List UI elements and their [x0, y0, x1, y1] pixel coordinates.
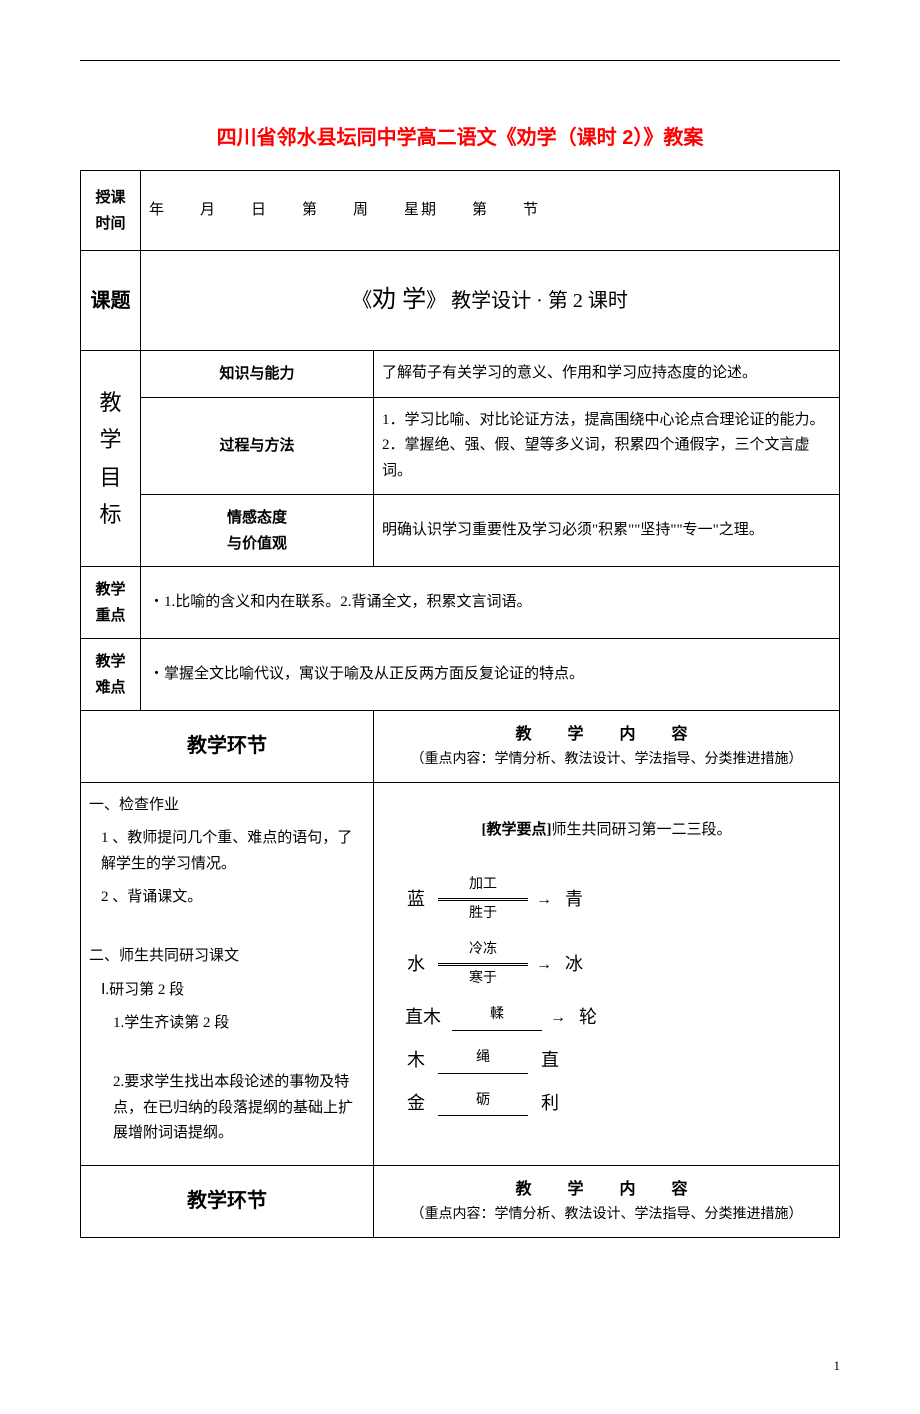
sec1-1: 1 、教师提问几个重、难点的语句，了解学生的学习情况。	[89, 826, 365, 877]
diag-l: 金	[402, 1088, 430, 1119]
env-right-header-1: 教 学 内 容 （重点内容：学情分析、教法设计、学法指导、分类推进措施）	[374, 711, 840, 783]
top-rule	[80, 60, 840, 61]
doc-title: 四川省邻水县坛同中学高二语文《劝学（课时 2）》教案	[80, 121, 840, 150]
env-content-title-2: 教 学 内 容	[382, 1176, 831, 1203]
diag-r: 冰	[560, 949, 588, 980]
keypoint-label-text: 教学 重点	[95, 581, 125, 624]
diag-bot: 寒于	[438, 967, 528, 991]
diag-r: 青	[560, 884, 588, 915]
topic-suffix: 》 教学设计 · 第 2 课时	[426, 290, 628, 312]
objectives-vertical-text: 教 学 目 标	[99, 390, 121, 527]
diag-mid: 加工胜于	[438, 873, 528, 926]
objective-row-2: 过程与方法 1．学习比喻、对比论证方法，提高围绕中心论点合理论证的能力。 2．掌…	[81, 397, 840, 495]
diag-mid: 冷冻寒于	[438, 938, 528, 991]
diag-l: 直木	[402, 1002, 444, 1033]
keypoint-label: 教学 重点	[81, 567, 141, 639]
time-row: 授课 时间 年 月 日 第 周 星期 第 节	[81, 171, 840, 251]
diag-r: 利	[536, 1088, 564, 1119]
diag-l: 蓝	[402, 884, 430, 915]
sec1-2: 2 、背诵课文。	[89, 885, 365, 911]
sec2-sub: Ⅰ.研习第 2 段	[89, 978, 365, 1004]
obj3-text: 明确认识学习重要性及学习必须"积累""坚持""专一"之理。	[374, 495, 840, 567]
env-right-header-2: 教 学 内 容 （重点内容：学情分析、教法设计、学法指导、分类推进措施）	[374, 1165, 840, 1237]
objectives-vertical: 教 学 目 标	[81, 351, 141, 567]
diag-mid: 輮	[452, 1003, 542, 1032]
topic-prefix: 《	[352, 290, 372, 312]
topic-cell: 《劝 学》 教学设计 · 第 2 课时	[141, 251, 840, 351]
diagram-row: 蓝 加工胜于 → 青	[402, 873, 831, 926]
time-label-text: 授课 时间	[95, 189, 125, 232]
env-content-title-1: 教 学 内 容	[382, 721, 831, 748]
objective-row-1: 教 学 目 标 知识与能力 了解荀子有关学习的意义、作用和学习应持态度的论述。	[81, 351, 840, 398]
diag-top: 绳	[438, 1046, 528, 1072]
keypoint-text: ・1.比喻的含义和内在联系。2.背诵全文，积累文言词语。	[141, 567, 840, 639]
obj2-text-inner: 1．学习比喻、对比论证方法，提高围绕中心论点合理论证的能力。 2．掌握绝、强、假…	[382, 412, 825, 479]
left-body: 一、检查作业 1 、教师提问几个重、难点的语句，了解学生的学习情况。 2 、背诵…	[81, 782, 374, 1165]
sec2-2: 2.要求学生找出本段论述的事物及特点，在已归纳的段落提纲的基础上扩展增附词语提纲…	[89, 1070, 365, 1147]
diagram-row: 金 砺 利	[402, 1088, 831, 1119]
difficulty-label-text: 教学 难点	[95, 653, 125, 696]
env-content-sub-2: （重点内容：学情分析、教法设计、学法指导、分类推进措施）	[382, 1203, 831, 1227]
env-header-row-2: 教学环节 教 学 内 容 （重点内容：学情分析、教法设计、学法指导、分类推进措施…	[81, 1165, 840, 1237]
diagram-row: 木 绳 直	[402, 1045, 831, 1076]
diag-top: 砺	[438, 1089, 528, 1115]
arrow-icon: →	[536, 951, 552, 978]
topic-kaiti: 劝 学	[372, 287, 426, 313]
diagram-row: 直木 輮 → 轮	[402, 1002, 831, 1033]
diag-top: 輮	[452, 1003, 542, 1029]
difficulty-label: 教学 难点	[81, 639, 141, 711]
arrow-icon: →	[550, 1004, 566, 1031]
page-container: 四川省邻水县坛同中学高二语文《劝学（课时 2）》教案 授课 时间 年 月 日 第…	[80, 60, 840, 1374]
time-value: 年 月 日 第 周 星期 第 节	[141, 171, 840, 251]
topic-label: 课题	[81, 251, 141, 351]
diag-mid: 砺	[438, 1089, 528, 1118]
sec2-1: 1.学生齐读第 2 段	[89, 1011, 365, 1037]
env-content-sub-1: （重点内容：学情分析、教法设计、学法指导、分类推进措施）	[382, 748, 831, 772]
keypoint-row: 教学 重点 ・1.比喻的含义和内在联系。2.背诵全文，积累文言词语。	[81, 567, 840, 639]
diag-r: 轮	[574, 1002, 602, 1033]
objective-row-3: 情感态度 与价值观 明确认识学习重要性及学习必须"积累""坚持""专一"之理。	[81, 495, 840, 567]
diag-mid: 绳	[438, 1046, 528, 1075]
difficulty-row: 教学 难点 ・掌握全文比喻代议，寓议于喻及从正反两方面反复论证的特点。	[81, 639, 840, 711]
obj1-text: 了解荀子有关学习的意义、作用和学习应持态度的论述。	[374, 351, 840, 398]
diag-l: 木	[402, 1045, 430, 1076]
env-header-row-1: 教学环节 教 学 内 容 （重点内容：学情分析、教法设计、学法指导、分类推进措施…	[81, 711, 840, 783]
lesson-plan-table: 授课 时间 年 月 日 第 周 星期 第 节 课题 《劝 学》 教学设计 · 第…	[80, 170, 840, 1238]
req-label: [教学要点]	[481, 822, 551, 838]
right-body: [教学要点]师生共同研习第一二三段。 蓝 加工胜于 → 青 水 冷冻	[374, 782, 840, 1165]
page-number: 1	[80, 1358, 840, 1374]
obj1-label: 知识与能力	[141, 351, 374, 398]
obj3-label-text: 情感态度 与价值观	[227, 509, 287, 552]
sec1-title: 一、检查作业	[89, 793, 365, 819]
obj3-label: 情感态度 与价值观	[141, 495, 374, 567]
diag-top: 冷冻	[438, 938, 528, 962]
arrow-icon: →	[536, 886, 552, 913]
obj2-text: 1．学习比喻、对比论证方法，提高围绕中心论点合理论证的能力。 2．掌握绝、强、假…	[374, 397, 840, 495]
req-line: [教学要点]师生共同研习第一二三段。	[382, 818, 831, 844]
req-text: 师生共同研习第一二三段。	[551, 822, 731, 838]
sec2-title: 二、师生共同研习课文	[89, 944, 365, 970]
diag-l: 水	[402, 949, 430, 980]
time-label: 授课 时间	[81, 171, 141, 251]
diag-bot: 胜于	[438, 902, 528, 926]
analogy-diagram: 蓝 加工胜于 → 青 水 冷冻寒于 → 冰	[402, 873, 831, 1118]
body-row: 一、检查作业 1 、教师提问几个重、难点的语句，了解学生的学习情况。 2 、背诵…	[81, 782, 840, 1165]
topic-row: 课题 《劝 学》 教学设计 · 第 2 课时	[81, 251, 840, 351]
diag-top: 加工	[438, 873, 528, 897]
difficulty-text: ・掌握全文比喻代议，寓议于喻及从正反两方面反复论证的特点。	[141, 639, 840, 711]
diag-r: 直	[536, 1045, 564, 1076]
env-left-label-1: 教学环节	[81, 711, 374, 783]
env-left-label-2: 教学环节	[81, 1165, 374, 1237]
diagram-row: 水 冷冻寒于 → 冰	[402, 938, 831, 991]
obj2-label: 过程与方法	[141, 397, 374, 495]
